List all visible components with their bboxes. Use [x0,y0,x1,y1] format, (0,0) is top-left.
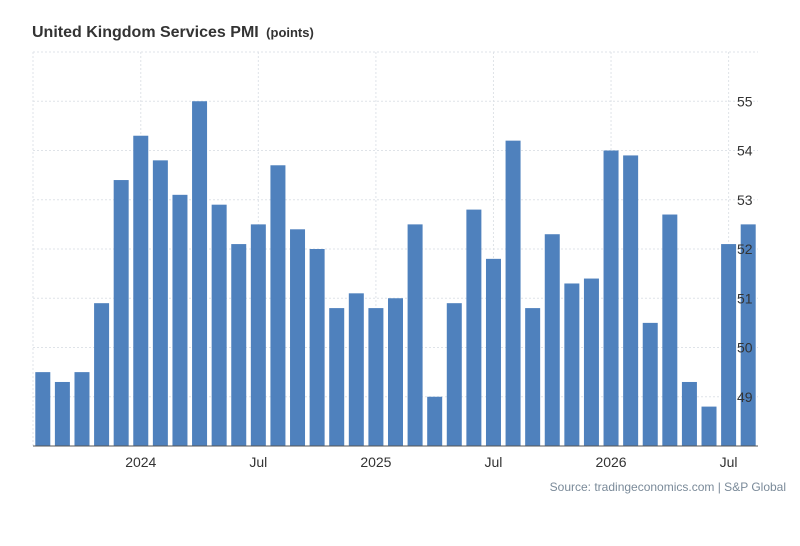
bar-apr-2025 [427,396,443,446]
bar-sep-2023 [54,381,70,446]
bar-aug-2025 [505,140,521,446]
bar-sep-2025 [525,308,541,446]
bar-may-2025 [446,303,462,446]
bar-oct-2025 [544,234,560,446]
bar-jan-2025 [368,308,384,446]
chart-unit: (points) [266,25,314,40]
bar-feb-2026 [623,155,639,447]
bar-jun-2026 [701,406,717,446]
bar-dec-2023 [113,180,129,447]
y-tick-label: 55 [737,93,753,109]
bars [35,101,756,447]
bar-feb-2024 [152,160,168,446]
bar-aug-2024 [270,165,286,446]
bar-may-2026 [681,381,697,446]
bar-may-2024 [211,204,227,446]
y-tick-label: 49 [737,389,753,405]
bar-aug-2023 [35,372,51,446]
y-tick-label: 54 [737,143,753,159]
chart-title: United Kingdom Services PMI (points) [32,24,314,42]
bar-mar-2026 [642,322,658,446]
x-tick-label: 2025 [360,454,391,470]
bar-jul-2025 [485,258,501,446]
bar-oct-2023 [74,372,90,446]
bar-jun-2025 [466,209,482,446]
bar-oct-2024 [309,249,325,446]
x-tick-label: Jul [249,454,267,470]
bar-jul-2026 [721,244,737,446]
x-tick-label: 2026 [595,454,626,470]
y-tick-label: 50 [737,340,753,356]
x-tick-label: Jul [485,454,503,470]
bar-apr-2024 [192,101,208,446]
bar-jan-2024 [133,135,149,446]
bar-sep-2024 [290,229,306,446]
x-tick-label: 2024 [125,454,156,470]
y-tick-label: 53 [737,192,753,208]
bar-aug-2026 [740,224,756,446]
bar-dec-2025 [583,278,599,446]
bar-mar-2025 [407,224,423,446]
bar-jan-2026 [603,150,619,446]
bar-nov-2023 [94,303,110,446]
bar-jul-2024 [250,224,266,446]
y-tick-label: 51 [737,290,753,306]
chart-title-text: United Kingdom Services PMI [32,24,259,41]
source-credit: Source: tradingeconomics.com | S&P Globa… [549,480,786,494]
y-tick-labels: 49 50 51 52 53 54 55 [737,93,753,405]
bar-jun-2024 [231,244,247,446]
bar-mar-2024 [172,194,188,446]
bar-apr-2026 [662,214,678,446]
bar-dec-2024 [348,293,364,446]
y-tick-label: 52 [737,241,753,257]
bar-feb-2025 [388,298,403,446]
x-tick-label: Jul [720,454,738,470]
bar-nov-2024 [329,308,345,446]
bar-nov-2025 [564,283,580,446]
x-tick-labels: 2024 Jul 2025 Jul 2026 Jul [125,454,737,470]
